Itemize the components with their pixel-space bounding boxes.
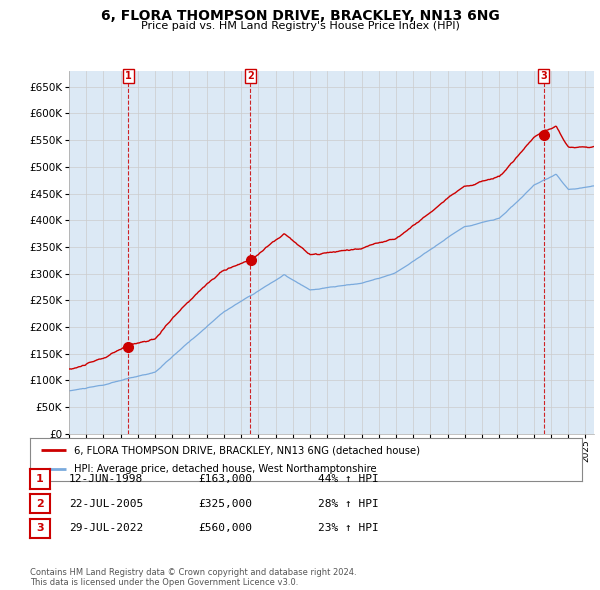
Text: HPI: Average price, detached house, West Northamptonshire: HPI: Average price, detached house, West… bbox=[74, 464, 377, 474]
Text: 12-JUN-1998: 12-JUN-1998 bbox=[69, 474, 143, 484]
Text: 28% ↑ HPI: 28% ↑ HPI bbox=[318, 499, 379, 509]
Text: 6, FLORA THOMPSON DRIVE, BRACKLEY, NN13 6NG: 6, FLORA THOMPSON DRIVE, BRACKLEY, NN13 … bbox=[101, 9, 499, 23]
Text: 2: 2 bbox=[247, 71, 254, 81]
Text: 29-JUL-2022: 29-JUL-2022 bbox=[69, 523, 143, 533]
Text: £560,000: £560,000 bbox=[198, 523, 252, 533]
Text: 23% ↑ HPI: 23% ↑ HPI bbox=[318, 523, 379, 533]
Text: 44% ↑ HPI: 44% ↑ HPI bbox=[318, 474, 379, 484]
Text: £325,000: £325,000 bbox=[198, 499, 252, 509]
Text: Contains HM Land Registry data © Crown copyright and database right 2024.
This d: Contains HM Land Registry data © Crown c… bbox=[30, 568, 356, 587]
Text: £163,000: £163,000 bbox=[198, 474, 252, 484]
Text: 1: 1 bbox=[125, 71, 132, 81]
Text: 2: 2 bbox=[36, 499, 44, 509]
Text: Price paid vs. HM Land Registry's House Price Index (HPI): Price paid vs. HM Land Registry's House … bbox=[140, 21, 460, 31]
Text: 3: 3 bbox=[36, 523, 44, 533]
Text: 1: 1 bbox=[36, 474, 44, 484]
Text: 3: 3 bbox=[540, 71, 547, 81]
Text: 22-JUL-2005: 22-JUL-2005 bbox=[69, 499, 143, 509]
Text: 6, FLORA THOMPSON DRIVE, BRACKLEY, NN13 6NG (detached house): 6, FLORA THOMPSON DRIVE, BRACKLEY, NN13 … bbox=[74, 445, 420, 455]
